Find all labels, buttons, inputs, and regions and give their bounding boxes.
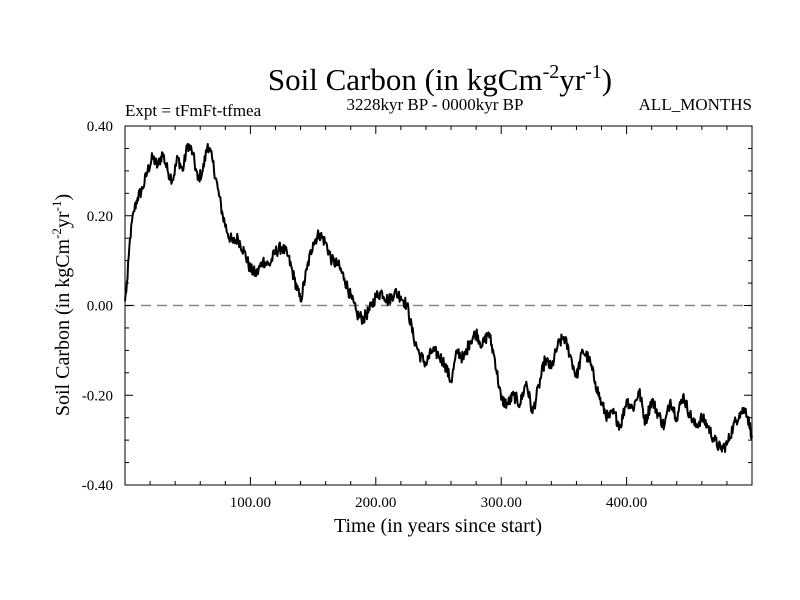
y-tick-label: 0.40 [87,119,113,135]
months-label: ALL_MONTHS [639,95,752,114]
time-range-label: 3228kyr BP - 0000kyr BP [347,95,524,114]
minor-ticks [125,126,752,485]
y-tick-label: 0.00 [87,299,113,315]
x-tick-label: 100.00 [230,495,271,511]
y-axis-ticks: -0.40 -0.20 0.00 0.20 0.40 [82,119,752,494]
x-tick-label: 200.00 [355,495,396,511]
x-axis-label: Time (in years since start) [334,515,542,537]
experiment-label: Expt = tFmFt-tfmea [125,101,262,120]
chart-title: Soil Carbon (in kgCm-2yr-1) [268,61,612,97]
x-tick-label: 400.00 [606,495,647,511]
soil-carbon-series-line [124,142,753,453]
y-tick-label: 0.20 [87,209,113,225]
x-tick-label: 300.00 [481,495,522,511]
y-tick-label: -0.20 [82,388,113,404]
y-tick-label: -0.40 [82,478,113,494]
x-axis-ticks: 100.00 200.00 300.00 400.00 [230,126,647,511]
y-axis-label: Soil Carbon (in kgCm-2yr-1) [49,194,74,416]
